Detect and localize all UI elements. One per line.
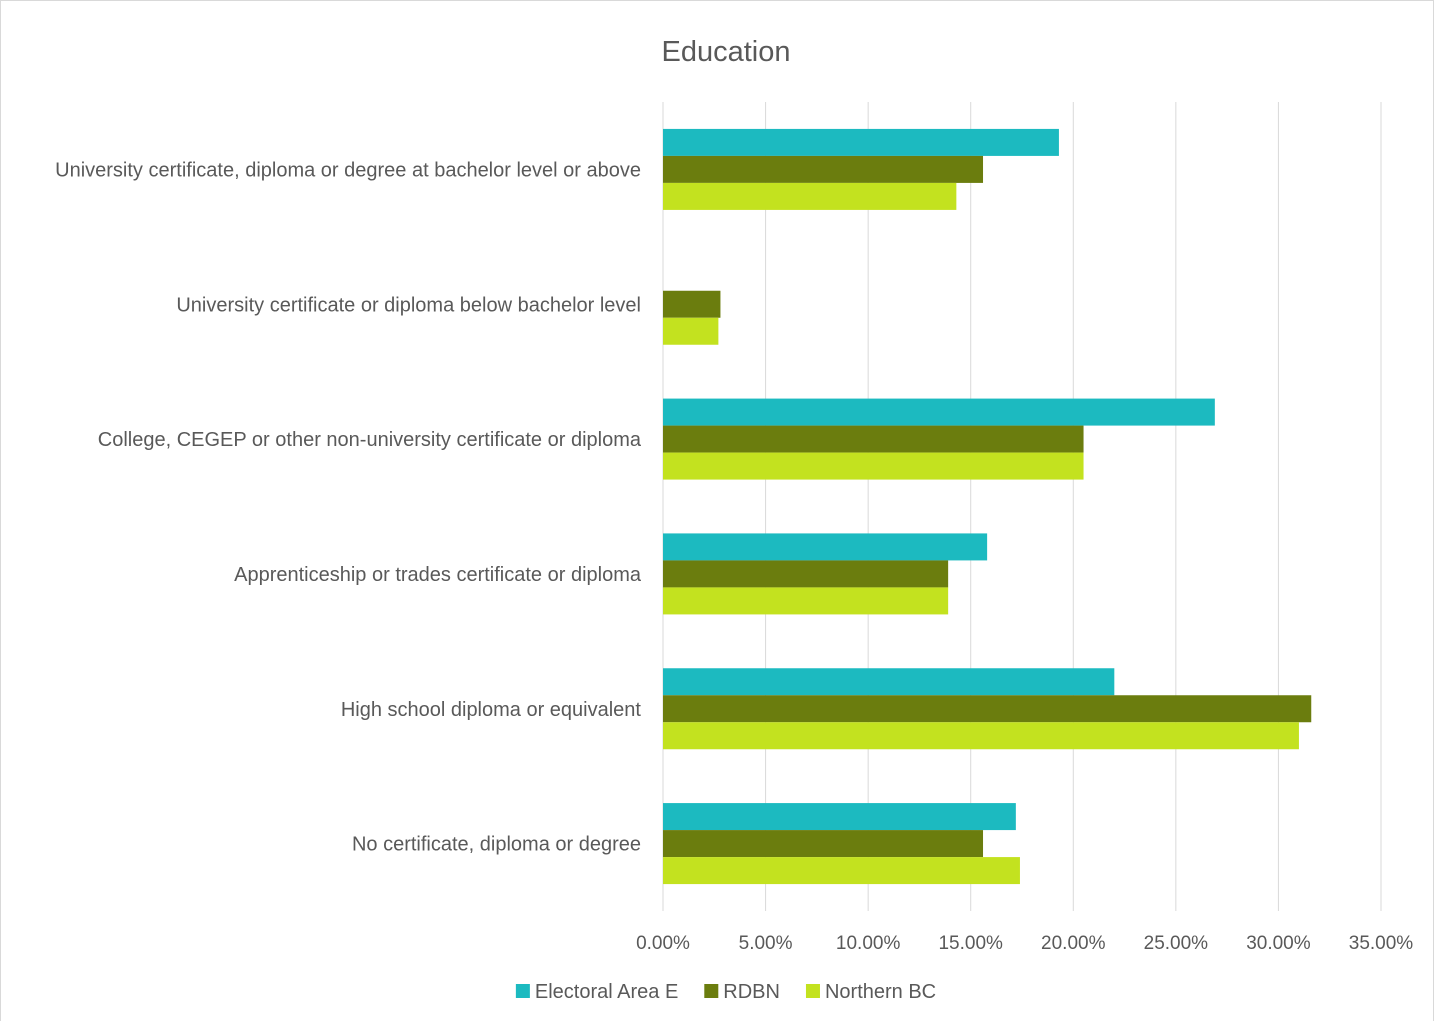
category-label: University certificate, diploma or degre… (55, 159, 641, 181)
legend-swatch-rdbn (704, 984, 719, 998)
bar-northern-bc-3 (663, 587, 949, 615)
x-axis-tick-labels: 0.00% 5.00% 10.00% 15.00% 20.00% 25.00% 30.00%… (636, 933, 1413, 954)
legend-label-electoral-area-e: Electoral Area E (535, 981, 678, 1003)
category-labels: University certificate, diploma or degre… (55, 159, 642, 855)
x-tick-label: 30.00% (1246, 933, 1311, 954)
x-tick-label: 5.00% (739, 933, 793, 954)
category-label: Apprenticeship or trades certificate or … (234, 564, 642, 586)
bar-rdbn-0 (663, 155, 984, 183)
x-tick-label: 35.00% (1349, 933, 1414, 954)
bar-electoral-area-e-4 (663, 668, 1115, 696)
legend-swatch-northern-bc (805, 984, 820, 998)
x-tick-label: 25.00% (1144, 933, 1209, 954)
legend: Electoral Area E RDBN Northern BC (515, 981, 936, 1003)
bar-rdbn-1 (663, 290, 721, 318)
category-label: No certificate, diploma or degree (352, 834, 641, 856)
legend-swatch-electoral-area-e (515, 984, 530, 998)
gridlines (662, 102, 1382, 911)
x-tick-label: 15.00% (938, 933, 1003, 954)
bar-electoral-area-e-2 (663, 398, 1215, 426)
legend-label-northern-bc: Northern BC (825, 981, 936, 1003)
bar-northern-bc-2 (663, 452, 1084, 480)
bar-electoral-area-e-5 (663, 803, 1016, 831)
bar-northern-bc-5 (663, 857, 1020, 885)
x-tick-label: 10.00% (836, 933, 901, 954)
bar-rdbn-4 (663, 695, 1312, 723)
category-label: College, CEGEP or other non-university c… (98, 429, 642, 451)
category-label: University certificate or diploma below … (176, 294, 641, 316)
bars (663, 128, 1312, 885)
chart-title: Education (662, 36, 791, 68)
bar-northern-bc-1 (663, 317, 719, 345)
bar-rdbn-3 (663, 560, 949, 588)
bar-rdbn-2 (663, 425, 1084, 453)
legend-label-rdbn: RDBN (723, 981, 780, 1003)
bar-electoral-area-e-0 (663, 128, 1059, 156)
category-label: High school diploma or equivalent (341, 699, 642, 721)
x-tick-label: 20.00% (1041, 933, 1106, 954)
bar-rdbn-5 (663, 830, 984, 858)
bar-electoral-area-e-3 (663, 533, 988, 561)
x-tick-label: 0.00% (636, 933, 690, 954)
bar-northern-bc-0 (663, 182, 957, 210)
bar-northern-bc-4 (663, 722, 1299, 750)
